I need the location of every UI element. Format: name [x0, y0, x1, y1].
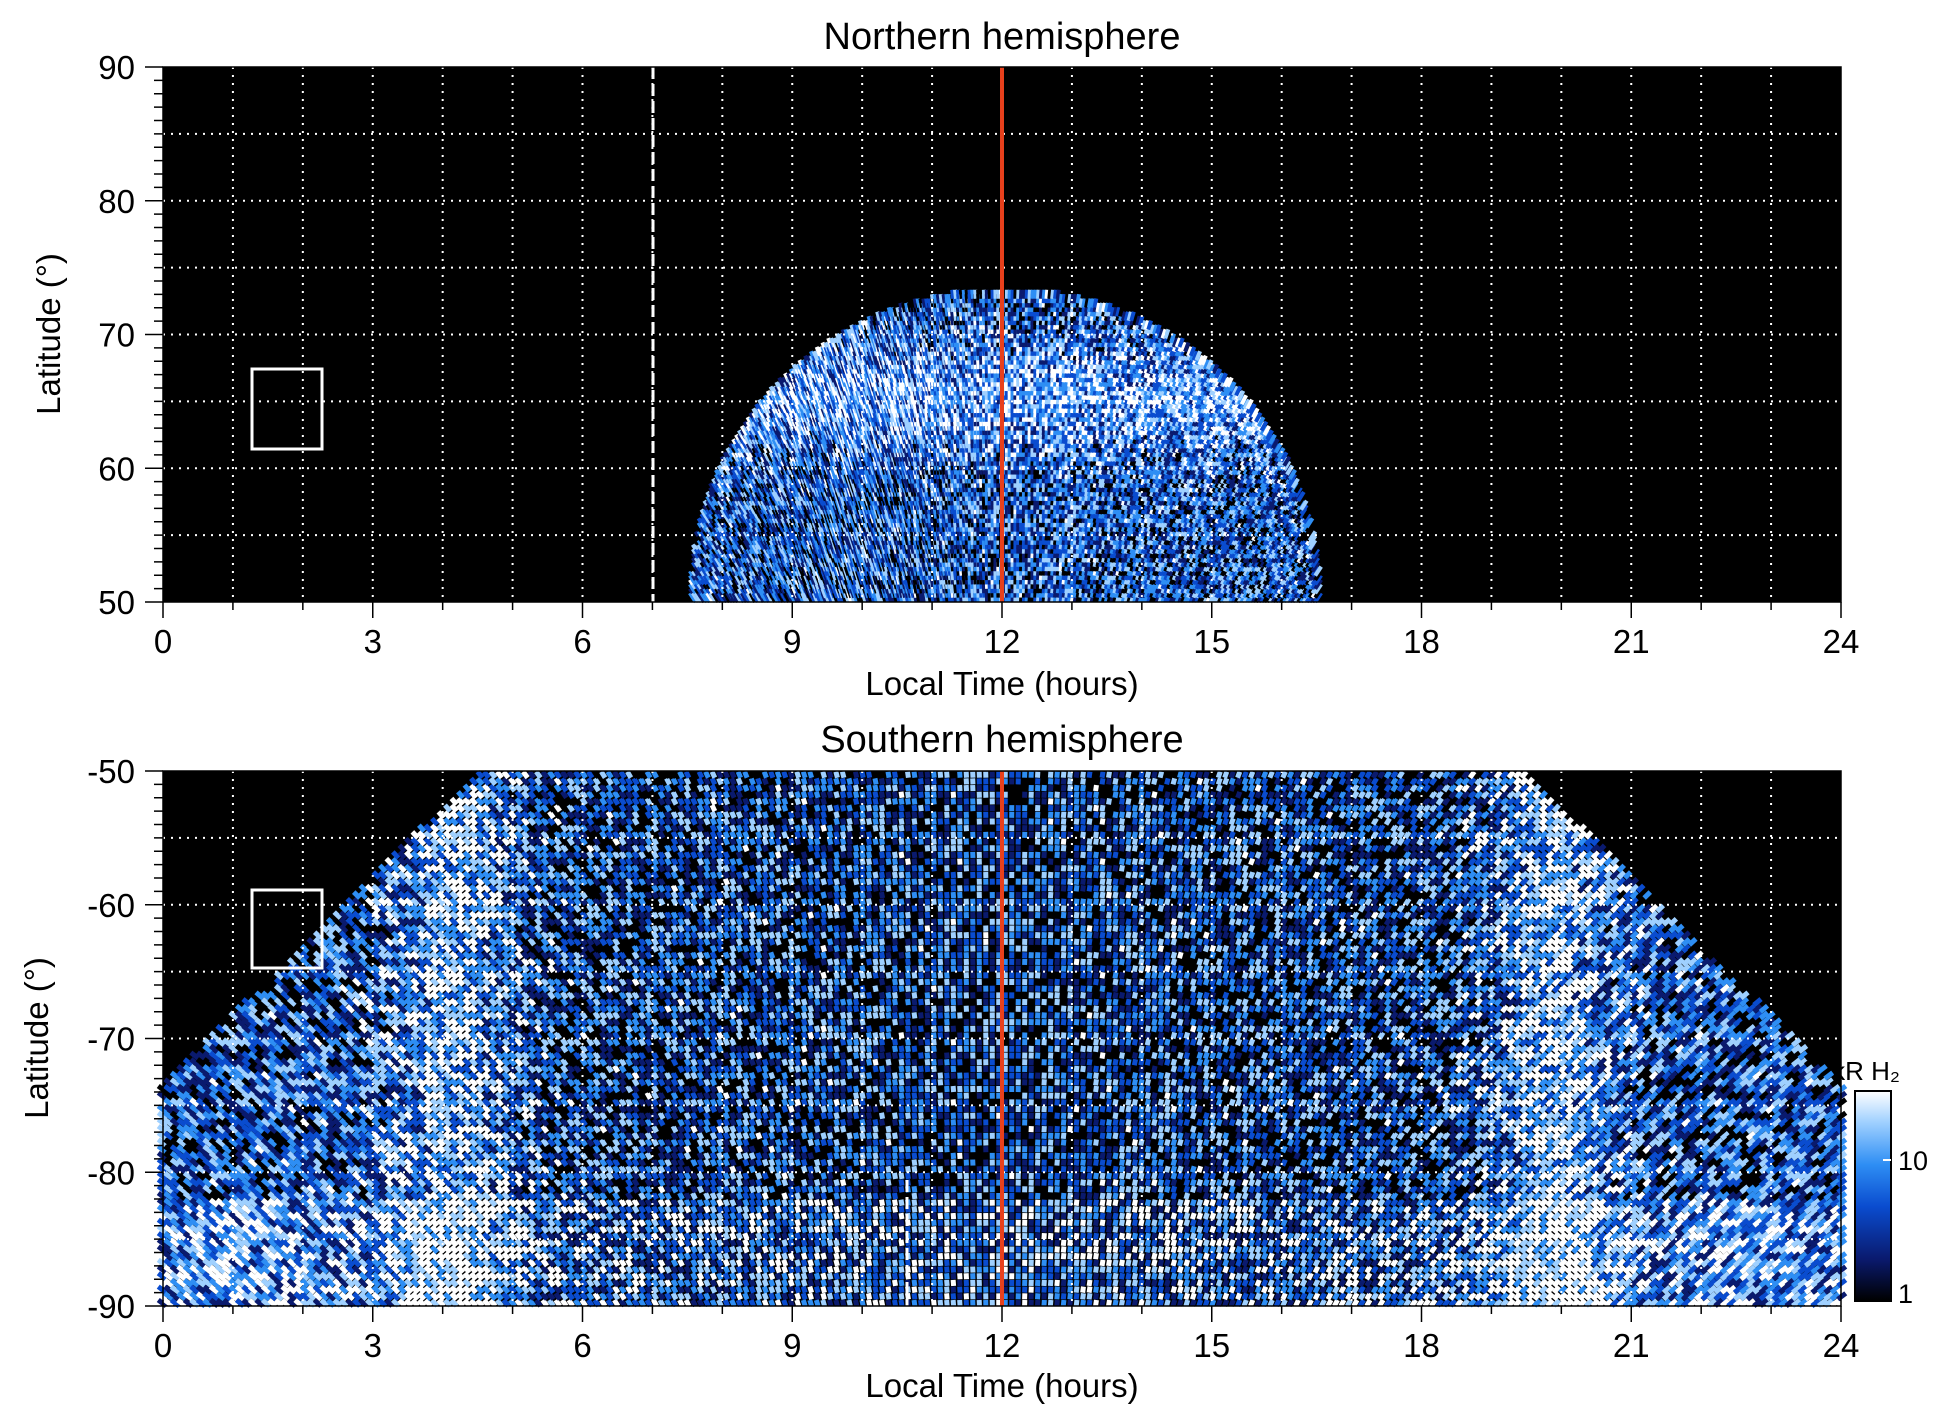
north-title: Northern hemisphere [824, 16, 1181, 58]
